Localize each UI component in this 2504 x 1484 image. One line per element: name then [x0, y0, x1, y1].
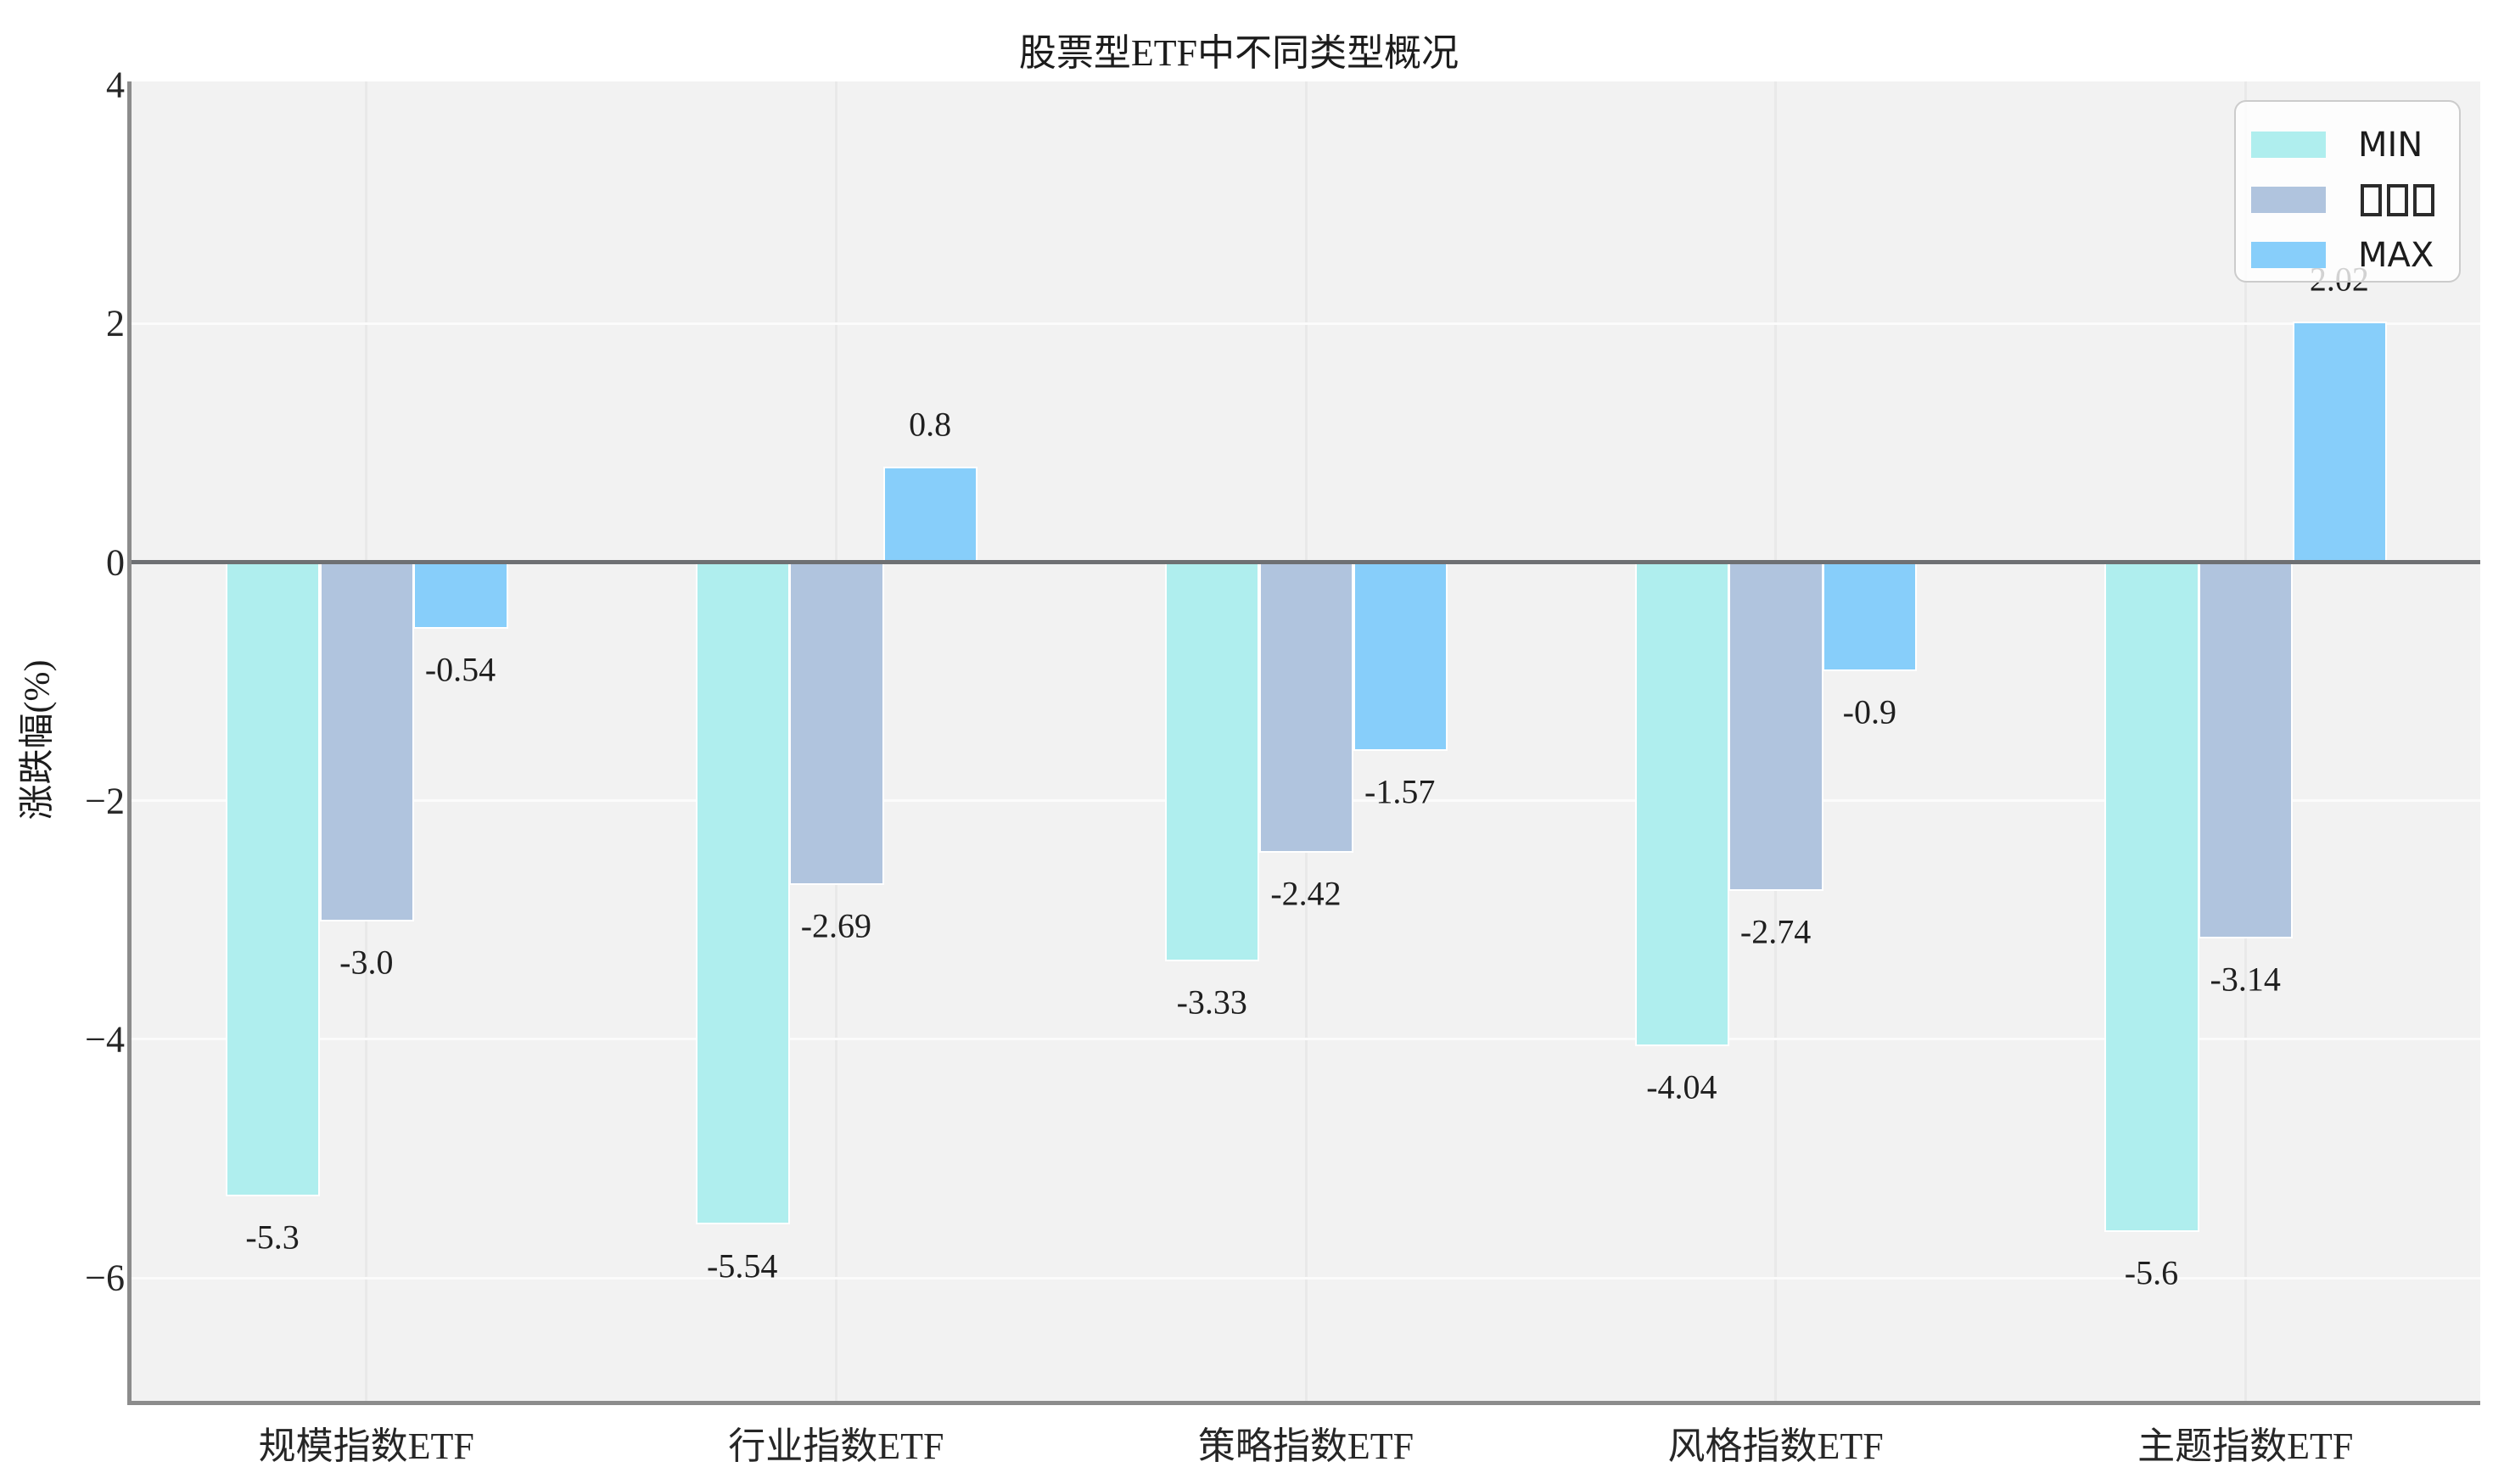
horizontal-gridline: [132, 1276, 2480, 1280]
missing-glyph-box: [2361, 183, 2382, 216]
bar-min: [695, 562, 790, 1225]
legend-row: [2251, 172, 2459, 227]
legend-label: [2358, 183, 2437, 216]
bar-max: [882, 467, 978, 564]
x-tick-label-category: 风格指数ETF: [1667, 1425, 1884, 1467]
zero-axis-line: [132, 560, 2480, 565]
bar-value-label: -0.9: [1842, 692, 1896, 731]
x-tick-label-category: 规模指数ETF: [258, 1425, 474, 1467]
bar-value-label: -4.04: [1646, 1067, 1717, 1106]
bar-min: [1634, 562, 1730, 1046]
bar-value-label: -3.33: [1176, 983, 1247, 1022]
bar-value-label: -5.6: [2124, 1253, 2179, 1292]
bar-value-label: 0.8: [909, 405, 952, 444]
legend-label: MAX: [2358, 235, 2434, 275]
horizontal-gridline: [132, 1038, 2480, 1041]
bar-value-label: -2.74: [1739, 912, 1812, 951]
bar-value-label: -5.3: [245, 1218, 300, 1257]
bar-max: [1353, 562, 1448, 752]
y-tick-label: 4: [106, 64, 125, 106]
y-tick-label: −6: [85, 1257, 125, 1299]
legend: MIN MAX: [2234, 100, 2461, 283]
chart-title: 股票型ETF中不同类型概况: [1018, 32, 1459, 74]
legend-row: MAX: [2251, 227, 2459, 283]
bar-value-label: -0.54: [424, 650, 496, 689]
bar-value-label: -3.0: [339, 943, 394, 982]
bar-value-label: -1.57: [1364, 772, 1436, 811]
horizontal-gridline: [132, 322, 2480, 325]
left-axis-spine: [127, 81, 132, 1405]
y-tick-label: 2: [106, 302, 125, 344]
bar-median: [1258, 562, 1354, 853]
missing-glyph-box: [2387, 183, 2408, 216]
bar-value-label: -2.69: [800, 906, 872, 945]
legend-swatch: [2251, 187, 2326, 213]
bar-min: [225, 562, 321, 1196]
legend-label: MIN: [2358, 125, 2423, 165]
legend-swatch: [2251, 132, 2326, 158]
bar-median: [2199, 562, 2294, 939]
y-tick-label: 0: [106, 541, 125, 584]
bar-min: [2104, 562, 2199, 1232]
bar-min: [1165, 562, 1260, 961]
bar-value-label: -2.42: [1270, 874, 1342, 913]
bottom-axis-spine: [127, 1401, 2480, 1405]
bar-max: [1823, 562, 1918, 672]
x-tick-label-category: 行业指数ETF: [728, 1425, 944, 1467]
bar-median: [789, 562, 884, 885]
bar-median: [1728, 562, 1823, 891]
missing-glyph-box: [2413, 183, 2434, 216]
legend-row: MIN: [2251, 117, 2459, 172]
y-tick-label: −2: [85, 780, 125, 822]
bar-median: [319, 562, 414, 922]
legend-swatch: [2251, 242, 2326, 268]
bar-max: [413, 562, 508, 629]
x-tick-label-category: 主题指数ETF: [2137, 1425, 2354, 1467]
bar-value-label: -3.14: [2210, 960, 2281, 999]
y-tick-label: −4: [85, 1018, 125, 1061]
bar-max: [2292, 321, 2388, 564]
bar-value-label: -5.54: [707, 1246, 778, 1285]
x-tick-label-category: 策略指数ETF: [1197, 1425, 1414, 1467]
